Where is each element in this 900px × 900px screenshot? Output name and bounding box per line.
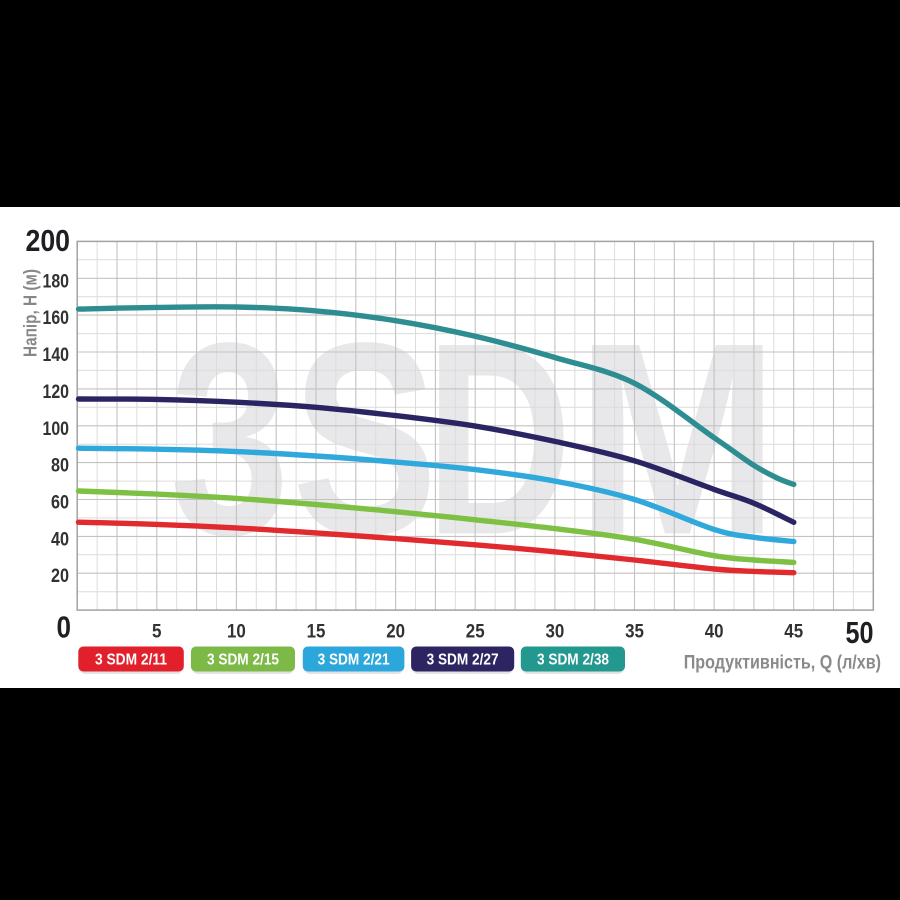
svg-text:5: 5 [152, 622, 162, 643]
svg-text:140: 140 [43, 345, 70, 366]
svg-text:Напір, H (м): Напір, H (м) [20, 269, 41, 357]
svg-text:3 SDM 2/27: 3 SDM 2/27 [427, 651, 499, 668]
svg-text:60: 60 [51, 493, 69, 514]
svg-text:M: M [576, 287, 779, 593]
svg-text:35: 35 [625, 622, 644, 643]
svg-text:3 SDM 2/11: 3 SDM 2/11 [95, 651, 167, 668]
svg-text:10: 10 [227, 622, 246, 643]
svg-text:80: 80 [51, 456, 69, 477]
svg-text:Продуктивність, Q (л/хв): Продуктивність, Q (л/хв) [684, 653, 881, 674]
svg-text:3 SDM 2/15: 3 SDM 2/15 [207, 651, 279, 668]
svg-text:50: 50 [846, 615, 874, 650]
svg-text:3 SDM 2/21: 3 SDM 2/21 [318, 651, 390, 668]
svg-text:25: 25 [466, 622, 485, 643]
svg-text:3: 3 [170, 287, 290, 593]
svg-text:40: 40 [705, 622, 724, 643]
svg-text:200: 200 [26, 223, 71, 258]
svg-text:45: 45 [784, 622, 803, 643]
svg-text:120: 120 [43, 382, 70, 403]
svg-text:40: 40 [51, 529, 69, 550]
svg-text:20: 20 [386, 622, 405, 643]
svg-text:100: 100 [43, 419, 70, 440]
svg-text:180: 180 [43, 271, 70, 292]
svg-text:20: 20 [51, 566, 69, 587]
svg-text:3 SDM 2/38: 3 SDM 2/38 [537, 651, 609, 668]
svg-text:15: 15 [307, 622, 326, 643]
svg-text:160: 160 [43, 308, 70, 329]
svg-text:30: 30 [546, 622, 565, 643]
svg-text:0: 0 [57, 610, 72, 645]
